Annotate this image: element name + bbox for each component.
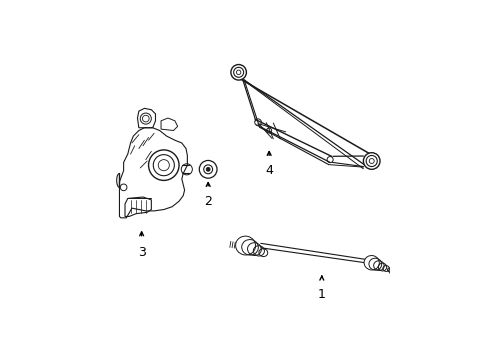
Circle shape bbox=[364, 153, 380, 169]
Circle shape bbox=[231, 64, 246, 80]
Text: 3: 3 bbox=[138, 246, 146, 259]
Ellipse shape bbox=[236, 236, 256, 255]
Ellipse shape bbox=[364, 256, 379, 270]
Text: 2: 2 bbox=[204, 195, 212, 208]
Circle shape bbox=[391, 269, 394, 273]
Text: 4: 4 bbox=[265, 164, 273, 177]
Text: 1: 1 bbox=[318, 288, 326, 301]
Circle shape bbox=[206, 167, 210, 171]
